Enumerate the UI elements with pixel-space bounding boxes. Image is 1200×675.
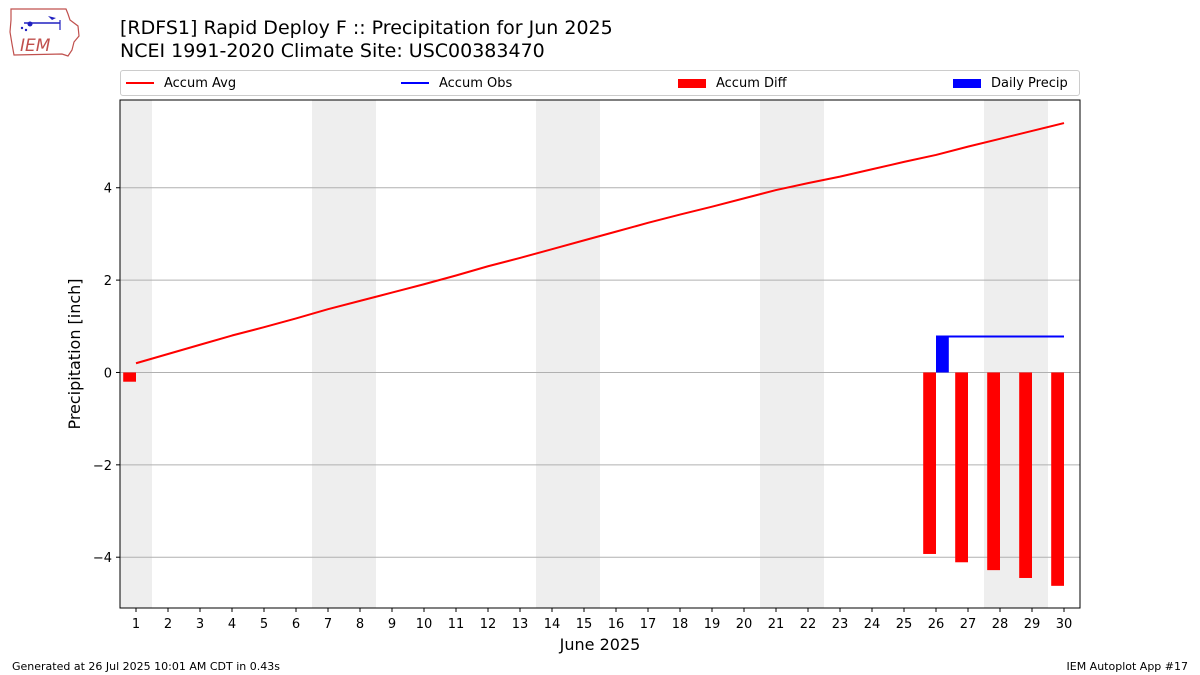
plot-frame [119,99,1081,609]
weekend-shade-15 [568,100,600,608]
y-tick-label: 2 [104,274,112,289]
x-tick-label: 5 [260,617,268,632]
legend-accum-avg: Accum Avg [126,71,236,95]
accum-avg-line [135,122,1065,365]
legend-accum-obs-swatch [401,82,429,84]
legend-accum-diff: Accum Diff [678,71,787,95]
chart-title: [RDFS1] Rapid Deploy F :: Precipitation … [120,17,613,39]
x-axis-label: June 2025 [559,635,641,654]
x-tick-label: 19 [704,617,721,632]
x-tick-label: 26 [928,617,945,632]
accum-diff-bar-26 [923,372,936,554]
x-tick-label: 1 [132,617,140,632]
legend-daily-precip: Daily Precip [953,71,1068,95]
x-tick-label: 18 [672,617,689,632]
x-tick-label: 8 [356,617,364,632]
x-tick-label: 30 [1056,617,1073,632]
x-tick-label: 29 [1024,617,1041,632]
chart-subtitle: NCEI 1991-2020 Climate Site: USC00383470 [120,40,545,62]
x-tick-label: 22 [800,617,817,632]
x-tick-label: 2 [164,617,172,632]
generated-note: Generated at 26 Jul 2025 10:01 AM CDT in… [12,660,280,673]
weekend-shade-21 [760,100,792,608]
accum-diff-bar-1 [123,372,136,382]
x-tick-label: 11 [448,617,465,632]
x-tick-label: 25 [896,617,913,632]
legend-accum-avg-label: Accum Avg [164,75,237,91]
x-tick-label: 14 [544,617,561,632]
y-tick-label: −2 [93,459,112,474]
x-tick-label: 9 [388,617,396,632]
legend-daily-precip-swatch [953,78,981,88]
x-tick-label: 24 [864,617,881,632]
x-tick-label: 17 [640,617,657,632]
svg-text:IEM: IEM [20,36,51,56]
legend-accum-obs-label: Accum Obs [439,75,513,91]
weekend-shade-22 [792,100,824,608]
x-tick-label: 27 [960,617,977,632]
x-tick-label: 28 [992,617,1009,632]
daily-precip-bar-26 [936,336,949,373]
accum-diff-bar-30 [1051,372,1064,586]
legend-accum-obs: Accum Obs [401,71,512,95]
legend-daily-precip-label: Daily Precip [991,75,1068,91]
x-tick-label: 3 [196,617,204,632]
weekend-shade-1 [120,100,152,608]
y-tick-label: −4 [93,551,112,566]
x-tick-label: 10 [416,617,433,632]
x-tick-label: 15 [576,617,593,632]
x-tick-label: 7 [324,617,332,632]
x-tick-label: 23 [832,617,849,632]
x-tick-label: 21 [768,617,785,632]
weekend-shade-8 [344,100,376,608]
y-axis-label: Precipitation [inch] [65,278,84,429]
legend-accum-diff-swatch [678,78,706,88]
legend-accum-diff-label: Accum Diff [716,75,787,91]
x-tick-label: 6 [292,617,300,632]
x-tick-label: 12 [480,617,497,632]
x-tick-label: 4 [228,617,236,632]
weekend-shade-7 [312,100,344,608]
y-tick-label: 4 [104,182,112,197]
chart-legend: Accum Avg Accum Obs Accum Diff Daily Pre… [120,70,1080,96]
y-tick-label: 0 [104,366,112,381]
accum-diff-bar-29 [1019,372,1032,578]
x-tick-label: 16 [608,617,625,632]
x-tick-label: 13 [512,617,529,632]
iem-logo: IEM [9,8,80,57]
weekend-shade-14 [536,100,568,608]
x-tick-label: 20 [736,617,753,632]
accum-diff-bar-27 [955,372,968,563]
accum-diff-bar-28 [987,372,1000,571]
app-note: IEM Autoplot App #17 [1066,660,1189,673]
legend-accum-avg-swatch [126,82,154,84]
